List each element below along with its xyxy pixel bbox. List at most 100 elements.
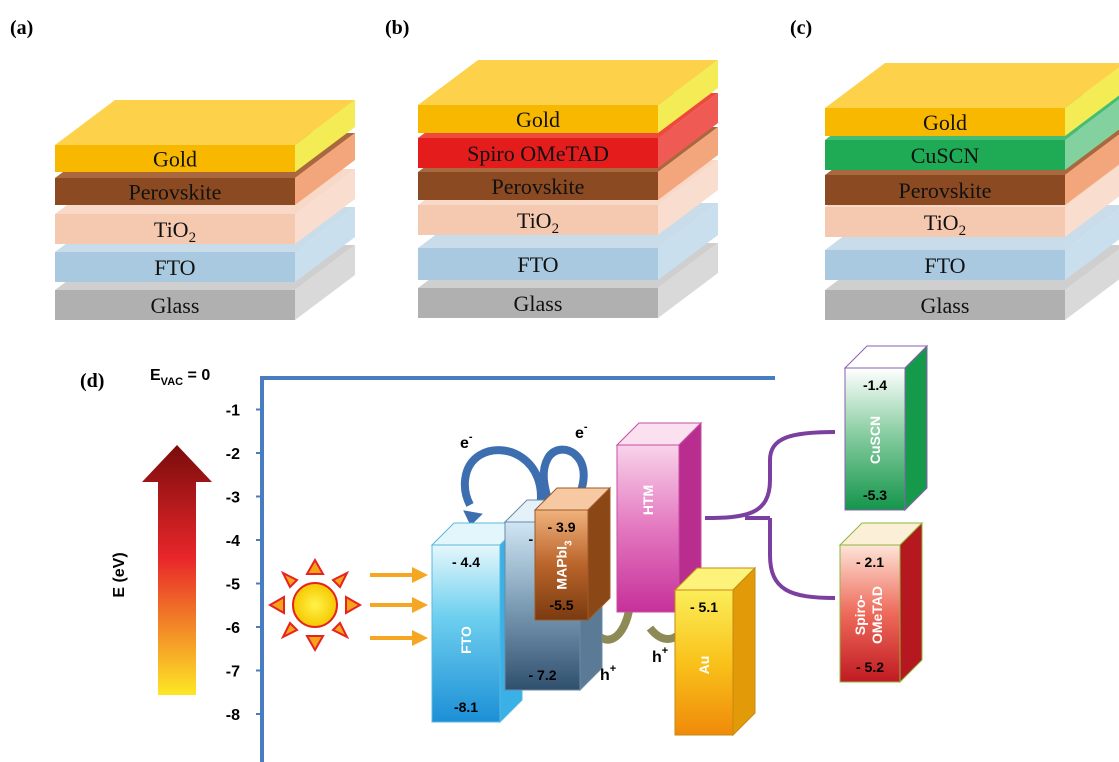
box-front: [418, 172, 658, 200]
layer-label: Gold: [923, 110, 967, 135]
box-front: [55, 290, 295, 320]
material-name: FTO: [458, 626, 474, 654]
panel-label: (b): [385, 17, 409, 39]
energy-box: [615, 421, 703, 614]
text-part: FTO: [924, 253, 965, 278]
box-side: [295, 100, 355, 172]
box-side: [904, 344, 928, 512]
text-part: e: [575, 425, 584, 442]
text-part: h: [600, 667, 610, 684]
level-label: -1.4: [863, 377, 887, 393]
material-name: HTM: [640, 485, 656, 515]
vacuum-label: EVAC = 0: [150, 367, 210, 388]
layer-label: Glass: [921, 293, 970, 318]
level-label: - 7.2: [528, 667, 556, 683]
text-part: FTO: [154, 255, 195, 280]
box-side: [1065, 67, 1119, 136]
layer-label: Perovskite: [492, 174, 585, 199]
material-name: Au: [696, 656, 712, 675]
layer-label: FTO: [924, 253, 965, 278]
text-part: Perovskite: [492, 174, 585, 199]
text-part: = 0: [183, 367, 210, 384]
light-arrows: [370, 567, 428, 646]
text-part: HTM: [640, 485, 656, 515]
panel-label: (a): [10, 17, 33, 39]
layer: [418, 60, 718, 133]
box-side: [1065, 99, 1119, 170]
text-part: MAPbI: [554, 546, 570, 590]
box-front: [825, 290, 1065, 320]
energy-box: [843, 344, 929, 512]
tick-label: -7: [226, 664, 240, 681]
box-side: [1065, 166, 1119, 237]
subscript: 2: [552, 221, 560, 237]
box-front: [55, 145, 295, 172]
layer-label: TiO2: [924, 210, 966, 239]
energy-box: [533, 486, 612, 622]
box-front: [825, 207, 1065, 237]
box-front: [616, 444, 680, 613]
box-side: [658, 60, 718, 133]
material-name: OMeTAD: [869, 586, 885, 644]
level-label: - 5.2: [856, 659, 884, 675]
layer-label: FTO: [517, 252, 558, 277]
box-side: [1065, 134, 1119, 205]
box-front: [55, 178, 295, 205]
box-top: [55, 100, 355, 145]
level-label: -5.3: [863, 487, 887, 503]
tick-label: -3: [226, 490, 240, 507]
superscript: +: [662, 645, 668, 657]
text-part: Au: [696, 656, 712, 675]
subscript: 2: [959, 223, 967, 239]
level-label: -8.1: [454, 699, 478, 715]
text-part: E: [150, 367, 161, 384]
level-label: - 2.1: [856, 554, 884, 570]
material-name: MAPbI3: [554, 540, 575, 590]
text-part: Glass: [151, 293, 200, 318]
subscript: 2: [189, 230, 197, 246]
tick-label: -5: [226, 577, 240, 594]
hole-label: h+: [652, 645, 668, 666]
tick-label: -1: [226, 403, 240, 420]
transfer-arrow: [460, 446, 545, 509]
box-side: [295, 133, 355, 205]
box-side: [658, 203, 718, 280]
text-part: h: [652, 649, 662, 666]
text-part: TiO: [517, 208, 552, 233]
text-part: Perovskite: [899, 178, 992, 203]
superscript: +: [610, 663, 616, 675]
text-part: e: [460, 435, 469, 452]
layer: [55, 100, 355, 172]
energy-arrow: [142, 445, 212, 695]
box-front: [55, 214, 295, 244]
text-part: FTO: [458, 626, 474, 654]
superscript: -: [584, 421, 588, 433]
electron-label: e-: [575, 421, 588, 442]
subscript: VAC: [161, 376, 183, 388]
layer-label: Gold: [153, 147, 197, 172]
box-side: [295, 207, 355, 282]
tick-label: -2: [226, 446, 240, 463]
box-front: [418, 248, 658, 280]
box-front: [825, 108, 1065, 136]
level-label: - 4.4: [452, 554, 480, 570]
tick-label: -4: [226, 533, 240, 550]
box-side: [732, 566, 756, 737]
layer-label: TiO2: [154, 217, 196, 246]
level-label: - 3.9: [547, 519, 575, 535]
box-front: [418, 205, 658, 235]
layer-label: CuSCN: [911, 143, 980, 168]
tick-label: -8: [226, 707, 240, 724]
text-part: FTO: [517, 252, 558, 277]
hole-label: h+: [600, 663, 616, 684]
material-name: CuSCN: [867, 416, 883, 464]
box-side: [658, 243, 718, 318]
electron-label: e-: [460, 431, 473, 452]
box-side: [295, 169, 355, 244]
text-part: Glass: [514, 291, 563, 316]
energy-box: [838, 521, 924, 684]
box-side: [1065, 249, 1119, 320]
energy-box: [673, 566, 757, 737]
panel-label: (c): [790, 17, 812, 39]
box-front: [839, 544, 901, 683]
